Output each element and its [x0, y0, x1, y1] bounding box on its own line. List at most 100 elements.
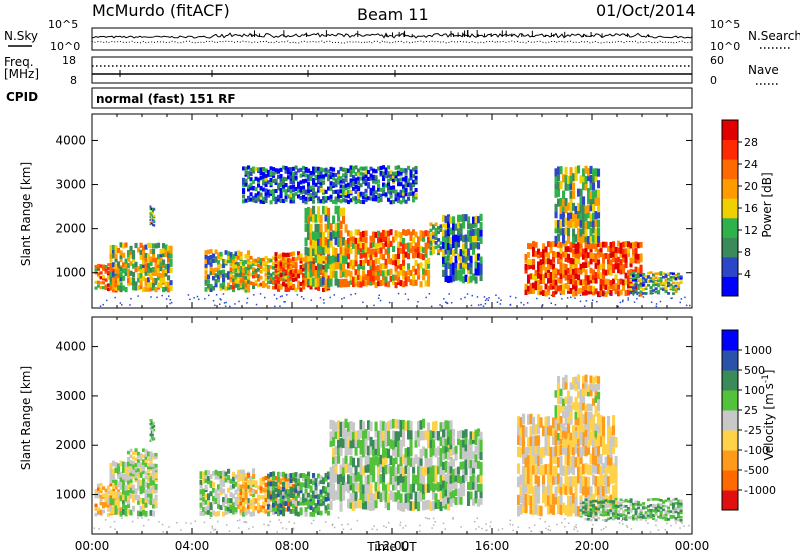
echo-cell: [412, 237, 415, 243]
ground-scatter-point: [634, 301, 636, 303]
ground-scatter-point: [551, 303, 553, 305]
echo-cell: [650, 271, 653, 274]
echo-cell: [600, 454, 603, 465]
echo-cell: [305, 489, 308, 494]
ground-scatter-point: [188, 294, 190, 296]
ground-scatter-point: [121, 304, 123, 306]
echo-cell: [390, 195, 393, 199]
echo-cell: [332, 168, 335, 172]
echo-cell: [150, 439, 152, 442]
echo-cell: [585, 229, 588, 237]
echo-cell: [480, 267, 483, 274]
echo-cell: [407, 253, 410, 259]
echo-cell: [220, 252, 223, 257]
power-heatmap: [95, 165, 691, 307]
echo-cell: [567, 228, 570, 236]
echo-cell: [260, 276, 263, 280]
echo-cell: [312, 206, 315, 215]
echo-cell: [152, 431, 154, 434]
echo-cell: [255, 480, 258, 484]
echo-cell: [312, 473, 315, 478]
echo-cell: [612, 241, 615, 247]
ground-scatter-point: [380, 300, 382, 302]
ground-scatter-point: [224, 302, 226, 304]
ground-scatter-point: [247, 298, 249, 300]
echo-cell: [577, 165, 580, 173]
ground-scatter-point: [670, 298, 672, 300]
echo-cell: [630, 501, 633, 504]
echo-cell: [640, 253, 643, 259]
echo-cell: [537, 486, 540, 497]
echo-cell: [132, 506, 135, 512]
ground-scatter-point: [100, 306, 102, 308]
echo-cell: [242, 188, 245, 192]
echo-cell: [415, 193, 418, 197]
echo-cell: [432, 439, 435, 449]
ground-scatter-point: [633, 294, 635, 296]
echo-cell: [380, 198, 383, 202]
echo-cell: [151, 419, 153, 422]
ground-scatter-point: [651, 302, 653, 304]
colorbar-tick-label: 28: [744, 136, 758, 149]
ground-scatter-point: [260, 293, 262, 295]
echo-cell: [415, 280, 418, 286]
ground-scatter-point: [472, 295, 474, 297]
power-ylabel: Slant Range [km]: [19, 162, 33, 266]
ground-scatter-point: [425, 297, 427, 299]
echo-cell: [320, 511, 323, 516]
echo-cell: [617, 517, 620, 520]
ground-scatter-point: [223, 293, 225, 295]
echo-cell: [612, 415, 615, 426]
echo-cell: [392, 185, 395, 189]
echo-cell: [532, 259, 535, 265]
ground-scatter-point: [584, 306, 586, 308]
ground-scatter-point: [523, 304, 525, 306]
ground-scatter-point: [341, 298, 343, 300]
y-tick-label: 3000: [55, 178, 86, 192]
echo-cell: [435, 421, 438, 431]
echo-cell: [585, 375, 588, 383]
echo-cell: [677, 285, 680, 288]
freq-nave-traces: [92, 66, 692, 77]
echo-cell: [375, 175, 378, 179]
ground-scatter-point: [510, 304, 512, 306]
echo-cell: [597, 180, 600, 188]
ground-scatter-point: [592, 300, 594, 302]
echo-cell: [247, 285, 250, 289]
echo-cell: [205, 270, 208, 275]
echo-cell: [153, 208, 155, 210]
echo-cell: [295, 262, 298, 266]
echo-cell: [252, 468, 255, 473]
echo-cell: [415, 166, 418, 170]
ground-scatter-point: [417, 301, 419, 303]
ground-scatter-point: [445, 302, 447, 304]
echo-cell: [480, 476, 483, 484]
echo-cell: [415, 176, 418, 180]
echo-cell: [155, 467, 158, 471]
echo-cell: [460, 497, 463, 505]
ground-scatter-point: [169, 303, 171, 305]
ground-scatter-point: [311, 299, 313, 301]
echo-cell: [597, 376, 600, 384]
echo-cell: [162, 260, 165, 265]
sky-noise-label: N.Sky: [4, 29, 38, 43]
ground-scatter-point: [639, 295, 641, 297]
echo-cell: [575, 486, 578, 497]
echo-cell: [252, 511, 255, 516]
echo-cell: [367, 182, 370, 186]
echo-cell: [602, 426, 605, 437]
echo-cell: [350, 231, 353, 237]
ground-scatter-point: [238, 301, 240, 303]
ground-scatter-point: [596, 301, 598, 303]
echo-cell: [470, 444, 473, 452]
echo-cell: [422, 419, 425, 429]
colorbar-tick-label: 16: [744, 202, 758, 215]
echo-cell: [410, 430, 413, 440]
ground-scatter-point: [622, 301, 624, 303]
echo-cell: [312, 200, 315, 204]
ground-scatter-point: [297, 294, 299, 296]
ground-scatter-point: [485, 303, 487, 305]
echo-cell: [360, 474, 363, 484]
echo-cell: [480, 484, 483, 492]
ground-scatter-point: [510, 296, 512, 298]
